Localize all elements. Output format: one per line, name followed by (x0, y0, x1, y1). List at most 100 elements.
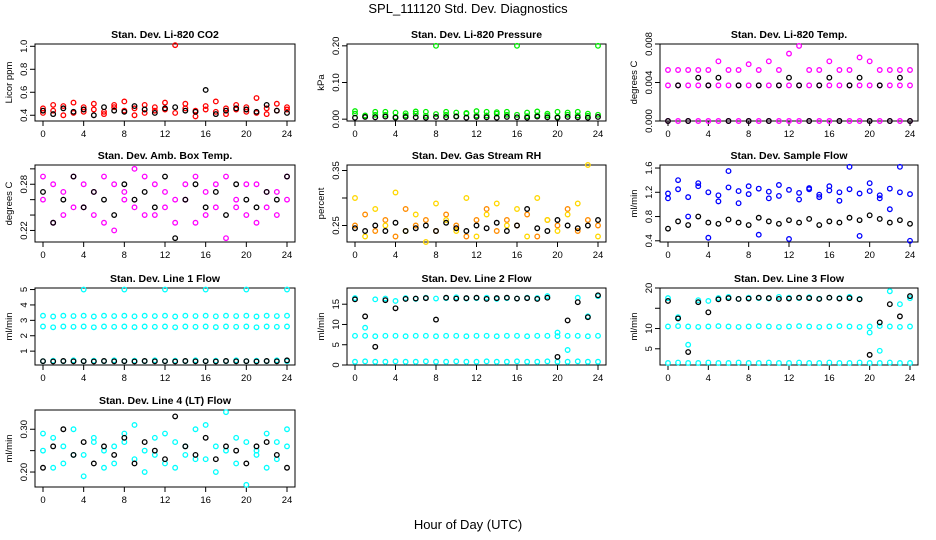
data-point (273, 212, 280, 218)
data-point (192, 181, 199, 188)
y-tick-label: 0.00 (331, 110, 342, 128)
data-point (50, 313, 57, 320)
data-point (60, 105, 67, 112)
data-point (172, 464, 179, 471)
data-point (786, 186, 792, 193)
data-point (151, 313, 158, 319)
data-point (725, 184, 732, 191)
data-point (284, 312, 290, 319)
data-point (876, 319, 883, 326)
data-point (775, 67, 782, 73)
data-point (223, 312, 229, 319)
data-point (412, 114, 419, 121)
data-point (886, 118, 893, 124)
data-point (433, 200, 439, 207)
panel-1: Stan. Dev. Li-820 CO2 Licor ppm 0 4 8 12 16 20 2… (4, 29, 296, 140)
data-point (80, 358, 87, 365)
data-point (574, 332, 581, 339)
data-point (755, 118, 762, 124)
data-point (806, 186, 813, 193)
data-point (273, 107, 280, 114)
y-axis-label: ml/min (316, 313, 327, 341)
data-point (162, 173, 168, 180)
data-point (192, 173, 199, 180)
data-point (263, 111, 270, 118)
x-tick-label: 4 (81, 373, 86, 384)
data-point (514, 358, 520, 365)
data-point (745, 82, 752, 89)
y-tick-label: 15 (331, 299, 342, 310)
x-tick-label: 8 (746, 250, 751, 261)
data-point (503, 217, 510, 223)
data-point (705, 189, 712, 196)
data-point (534, 332, 541, 339)
data-point (50, 324, 57, 331)
data-point (273, 451, 280, 458)
data-point (755, 360, 762, 366)
data-point (705, 234, 712, 241)
x-tick-label: 12 (784, 250, 795, 261)
y-tick-label: 0.35 (331, 161, 342, 180)
data-point (382, 228, 389, 234)
data-point (826, 218, 833, 225)
data-point (503, 222, 510, 229)
data-point (876, 323, 883, 330)
data-point (382, 113, 389, 120)
data-point (151, 212, 158, 218)
data-point (775, 293, 782, 300)
data-point (866, 323, 873, 330)
data-point (806, 323, 813, 330)
data-point (60, 460, 67, 467)
data-point (725, 295, 732, 302)
data-point (675, 315, 682, 322)
data-point (765, 188, 772, 195)
data-point (564, 211, 571, 218)
y-tick-label: 0 (331, 362, 342, 367)
x-tick-label: 8 (122, 373, 127, 384)
data-point (151, 323, 158, 330)
data-point (745, 295, 752, 302)
series-1 (665, 288, 913, 354)
data-point (876, 67, 883, 73)
data-point (554, 329, 561, 336)
x-tick-label: 0 (40, 250, 45, 261)
data-point (886, 301, 893, 308)
data-point (111, 313, 118, 319)
data-point (514, 114, 520, 121)
series-1 (352, 42, 601, 119)
data-point (151, 358, 158, 365)
data-point (725, 360, 732, 366)
data-point (826, 323, 833, 330)
data-point (765, 195, 772, 202)
y-axis-label: ml/min (4, 313, 15, 341)
x-tick-label: 8 (122, 129, 127, 140)
data-point (876, 347, 883, 354)
data-point (514, 206, 520, 212)
data-point (243, 286, 250, 293)
data-point (876, 118, 883, 124)
data-point (162, 358, 168, 365)
series-2 (352, 162, 601, 245)
x-tick-label: 16 (512, 129, 523, 140)
data-point (392, 189, 399, 196)
data-point (101, 323, 107, 330)
data-point (695, 180, 702, 187)
data-point (745, 222, 752, 228)
data-point (433, 114, 439, 120)
data-point (243, 481, 250, 488)
data-point (514, 42, 520, 49)
data-point (595, 42, 601, 49)
data-point (362, 332, 369, 339)
data-point (243, 460, 250, 467)
data-point (735, 82, 742, 89)
data-point (402, 358, 409, 365)
y-axis-label: percent (316, 187, 327, 219)
y-tick-label: 0.25 (331, 216, 342, 235)
data-point (101, 104, 107, 111)
data-point (182, 323, 189, 330)
data-point (50, 434, 57, 441)
data-point (172, 104, 179, 111)
data-point (372, 114, 379, 121)
x-tick-label: 20 (864, 250, 875, 261)
data-point (233, 358, 240, 365)
